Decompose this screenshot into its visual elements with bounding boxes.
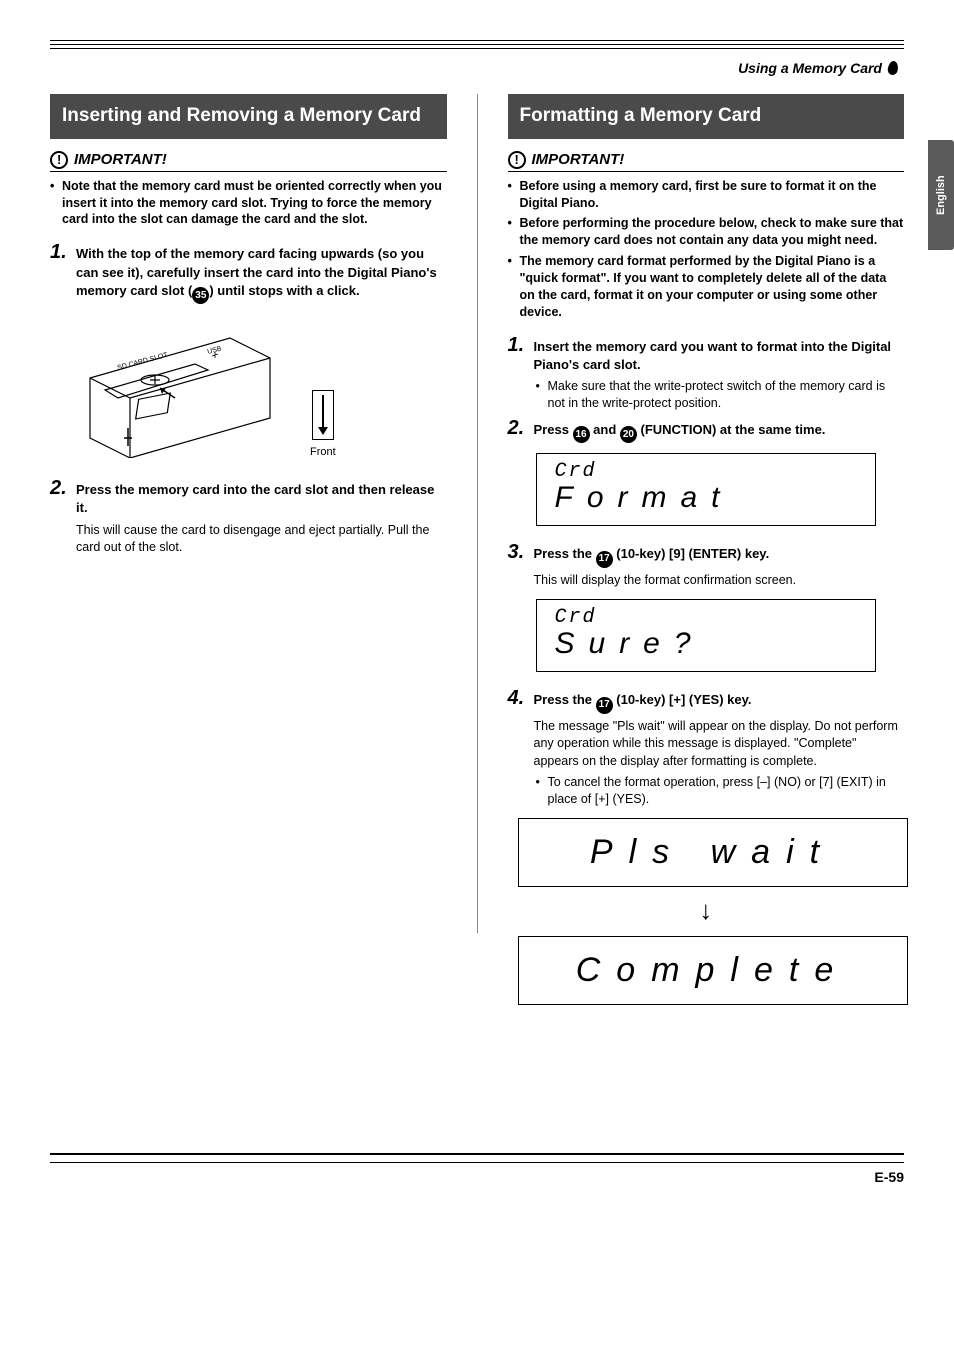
- lcd-line1: Crd: [555, 606, 857, 629]
- step-description: This will cause the card to disengage an…: [76, 522, 447, 557]
- step-number: 2.: [508, 418, 528, 444]
- right-step-2: 2. Press 16 and 20 (FUNCTION) at the sam…: [508, 418, 905, 444]
- language-tab: English: [928, 140, 954, 250]
- important-icon: [508, 151, 526, 169]
- lcd-display-format: Crd Format: [536, 453, 876, 526]
- lcd-line2: Sure?: [555, 627, 857, 661]
- sub-bullet: To cancel the format operation, press [–…: [534, 774, 905, 808]
- step-body: Press the 17 (10-key) [+] (YES) key. The…: [534, 688, 905, 808]
- step-body: Press the memory card into the card slot…: [76, 478, 447, 556]
- step-number: 2.: [50, 478, 70, 556]
- page-footer: E-59: [50, 1153, 904, 1185]
- left-section-title: Inserting and Removing a Memory Card: [50, 94, 447, 139]
- right-step-4: 4. Press the 17 (10-key) [+] (YES) key. …: [508, 688, 905, 808]
- sub-bullet: Make sure that the write-protect switch …: [534, 378, 905, 412]
- note-icon: [887, 60, 899, 76]
- step-body: Insert the memory card you want to forma…: [534, 335, 905, 412]
- left-step-2: 2. Press the memory card into the card s…: [50, 478, 447, 556]
- important-label: IMPORTANT!: [532, 151, 625, 168]
- important-bullets-right: Before using a memory card, first be sur…: [508, 178, 905, 321]
- step-number: 4.: [508, 688, 528, 808]
- right-column: Formatting a Memory Card IMPORTANT! Befo…: [508, 94, 905, 1013]
- left-column: Inserting and Removing a Memory Card IMP…: [50, 94, 447, 1013]
- step-description: This will display the format confirmatio…: [534, 572, 905, 590]
- ref-circle-35: 35: [192, 287, 209, 304]
- right-section-title: Formatting a Memory Card: [508, 94, 905, 139]
- front-arrow: Front: [310, 390, 336, 458]
- ref-circle-20: 20: [620, 426, 637, 443]
- step-number: 1.: [508, 335, 528, 412]
- ref-circle-17: 17: [596, 551, 613, 568]
- page-header: Using a Memory Card: [50, 60, 904, 76]
- bullet-item: The memory card format performed by the …: [508, 253, 905, 321]
- step-body: With the top of the memory card facing u…: [76, 242, 447, 304]
- lcd-line1: Crd: [555, 460, 857, 483]
- lcd-display-complete: Complete: [518, 936, 908, 1005]
- card-slot-illustration: SD CARD SLOT USB Front: [80, 318, 447, 458]
- lcd-text: Pls wait: [529, 833, 897, 872]
- header-section-label: Using a Memory Card: [738, 60, 888, 76]
- important-heading-right: IMPORTANT!: [508, 151, 905, 172]
- lcd-line2: Format: [555, 481, 857, 515]
- step-body: Press 16 and 20 (FUNCTION) at the same t…: [534, 418, 905, 444]
- step-description: The message "Pls wait" will appear on th…: [534, 718, 905, 771]
- column-divider: [477, 94, 478, 933]
- left-step-1: 1. With the top of the memory card facin…: [50, 242, 447, 304]
- lcd-display-wait: Pls wait: [518, 818, 908, 887]
- important-icon: [50, 151, 68, 169]
- page-number: E-59: [50, 1169, 904, 1185]
- bullet-item: Before using a memory card, first be sur…: [508, 178, 905, 212]
- important-label: IMPORTANT!: [74, 151, 167, 168]
- ref-circle-17b: 17: [596, 697, 613, 714]
- front-label: Front: [310, 446, 336, 458]
- important-heading-left: IMPORTANT!: [50, 151, 447, 172]
- bullet-item: Before performing the procedure below, c…: [508, 215, 905, 249]
- ref-circle-16: 16: [573, 426, 590, 443]
- piano-drawing: SD CARD SLOT USB: [80, 318, 280, 458]
- step-number: 1.: [50, 242, 70, 304]
- right-step-1: 1. Insert the memory card you want to fo…: [508, 335, 905, 412]
- down-arrow-icon: ↓: [508, 895, 905, 926]
- bullet-item: Note that the memory card must be orient…: [50, 178, 447, 229]
- svg-text:SD CARD SLOT: SD CARD SLOT: [117, 352, 169, 372]
- lcd-text: Complete: [529, 951, 897, 990]
- top-rule-group: [50, 40, 904, 52]
- step-body: Press the 17 (10-key) [9] (ENTER) key. T…: [534, 542, 905, 589]
- lcd-display-sure: Crd Sure?: [536, 599, 876, 672]
- down-arrow-icon: [312, 390, 334, 440]
- step-number: 3.: [508, 542, 528, 589]
- right-step-3: 3. Press the 17 (10-key) [9] (ENTER) key…: [508, 542, 905, 589]
- important-bullets-left: Note that the memory card must be orient…: [50, 178, 447, 229]
